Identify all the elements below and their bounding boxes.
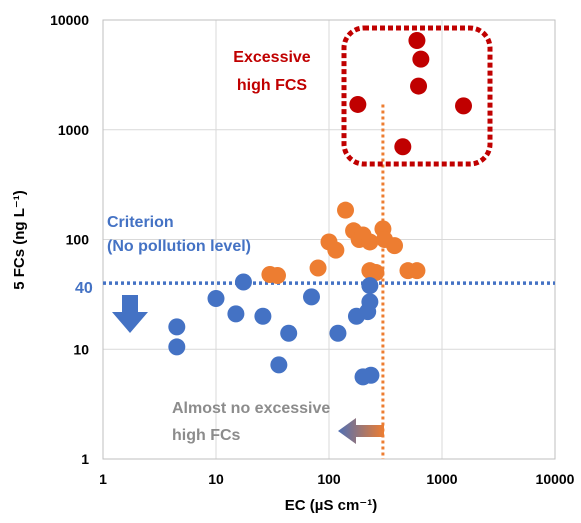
y-tick-label: 10 — [73, 341, 89, 357]
data-point — [455, 97, 473, 115]
y-tick-label: 100 — [66, 232, 90, 248]
data-point — [361, 277, 379, 295]
x-axis-tick-labels: 1 10 100 1000 10000 — [99, 471, 575, 487]
data-point — [410, 77, 428, 95]
data-point — [268, 266, 286, 284]
x-tick-label: 10000 — [536, 471, 575, 487]
y-tick-label: 1000 — [58, 122, 89, 138]
y-axis-label: 5 FCs (ng L⁻¹) — [11, 190, 28, 290]
data-point — [309, 259, 327, 277]
y-axis-tick-labels: 1 10 100 1000 10000 — [50, 12, 89, 467]
data-point — [227, 305, 245, 323]
data-point — [367, 264, 385, 282]
data-point — [408, 32, 426, 50]
data-point — [337, 201, 355, 219]
excessive-label: Excessive — [233, 49, 311, 66]
data-point — [168, 338, 186, 356]
criterion-value-label: 40 — [75, 280, 93, 297]
data-point — [168, 318, 186, 336]
data-point — [207, 290, 225, 308]
criterion-label: Criterion — [107, 214, 174, 231]
data-point — [408, 262, 426, 280]
data-point — [234, 273, 252, 291]
data-point — [386, 237, 404, 255]
almost-no-excessive-label: Almost no excessive — [172, 400, 330, 417]
data-point — [361, 233, 379, 251]
data-point — [327, 241, 345, 259]
excessive-region-box — [341, 25, 493, 167]
data-point — [349, 95, 367, 113]
criterion-sublabel: (No pollution level) — [107, 238, 251, 255]
data-point — [362, 366, 380, 384]
left-arrow-icon — [338, 418, 384, 444]
data-point — [394, 138, 412, 156]
x-tick-label: 1000 — [426, 471, 457, 487]
x-axis-label: EC (µS cm⁻¹) — [285, 497, 377, 514]
y-tick-label: 10000 — [50, 12, 89, 28]
x-tick-label: 10 — [208, 471, 224, 487]
plot-area-frame — [102, 19, 556, 460]
data-points — [168, 32, 473, 386]
data-point — [361, 293, 379, 311]
down-arrow-icon — [112, 295, 148, 333]
data-point — [412, 50, 430, 68]
y-tick-label: 1 — [81, 451, 89, 467]
data-point — [280, 324, 298, 342]
data-point — [329, 324, 347, 342]
data-point — [270, 356, 288, 374]
x-tick-label: 1 — [99, 471, 107, 487]
almost-no-excessive-sublabel: high FCs — [172, 427, 241, 444]
data-point — [254, 307, 272, 325]
excessive-sublabel: high FCS — [237, 77, 308, 94]
data-point — [302, 288, 320, 306]
x-tick-label: 100 — [317, 471, 341, 487]
